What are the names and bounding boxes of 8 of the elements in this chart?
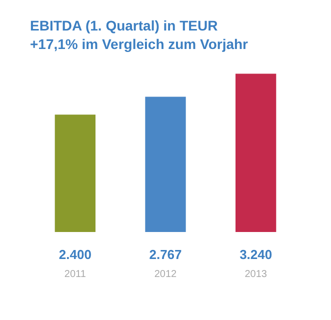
data-label: 3.240 [240,247,272,262]
data-label: 2.400 [58,247,92,262]
x-tick-label: 2013 [244,268,268,280]
chart-title: EBITDA (1. Quartal) in TEUR [30,17,218,34]
chart-subtitle: +17,1% im Vergleich zum Vorjahr [30,36,249,52]
x-tick-label: 2011 [64,268,86,280]
x-tick-label: 2012 [154,268,178,280]
data-label: 2.767 [149,247,182,262]
